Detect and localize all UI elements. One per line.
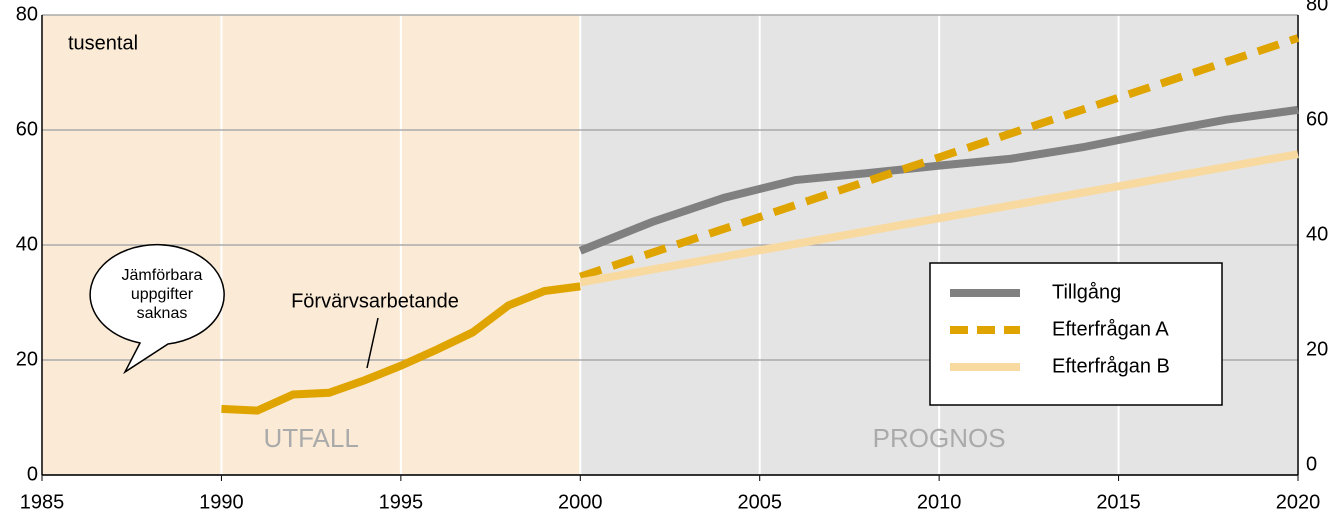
region-label: PROGNOS xyxy=(873,423,1006,453)
annotation: Förvärvsarbetande xyxy=(291,290,459,312)
y-tick-label: 60 xyxy=(16,118,38,140)
series-line xyxy=(221,282,581,415)
y-tick-label: 80 xyxy=(16,3,38,25)
unit-label: tusental xyxy=(68,32,138,54)
x-tick-label: 1995 xyxy=(379,491,424,513)
y2-tick-label: 0 xyxy=(1306,453,1317,475)
y2-tick-label: 20 xyxy=(1306,338,1328,360)
series-line xyxy=(579,150,1299,287)
x-tick-label: 2020 xyxy=(1276,491,1321,513)
legend-label: Efterfrågan B xyxy=(1052,355,1170,377)
y2-tick-label: 80 xyxy=(1306,0,1328,15)
y-tick-label: 40 xyxy=(16,233,38,255)
x-tick-label: 2005 xyxy=(737,491,782,513)
series-line xyxy=(578,105,1299,255)
legend-label: Efterfrågan A xyxy=(1052,318,1169,340)
bubble-text: saknas xyxy=(137,305,188,322)
x-tick-label: 1985 xyxy=(20,491,65,513)
annotation-pointer xyxy=(366,317,379,369)
series-line xyxy=(579,34,1300,281)
y2-tick-label: 40 xyxy=(1306,223,1328,245)
x-tick-label: 2000 xyxy=(558,491,603,513)
y-tick-label: 0 xyxy=(27,463,38,485)
x-tick-label: 2010 xyxy=(917,491,962,513)
bubble-text: Jämförbara xyxy=(122,267,203,284)
x-tick-label: 2015 xyxy=(1096,491,1141,513)
region-label: UTFALL xyxy=(263,423,358,453)
y2-tick-label: 60 xyxy=(1306,108,1328,130)
y-tick-label: 20 xyxy=(16,348,38,370)
x-tick-label: 1990 xyxy=(199,491,244,513)
speech-bubble xyxy=(89,243,225,375)
bubble-text: uppgifter xyxy=(131,286,194,303)
legend-label: Tillgång xyxy=(1052,281,1121,303)
